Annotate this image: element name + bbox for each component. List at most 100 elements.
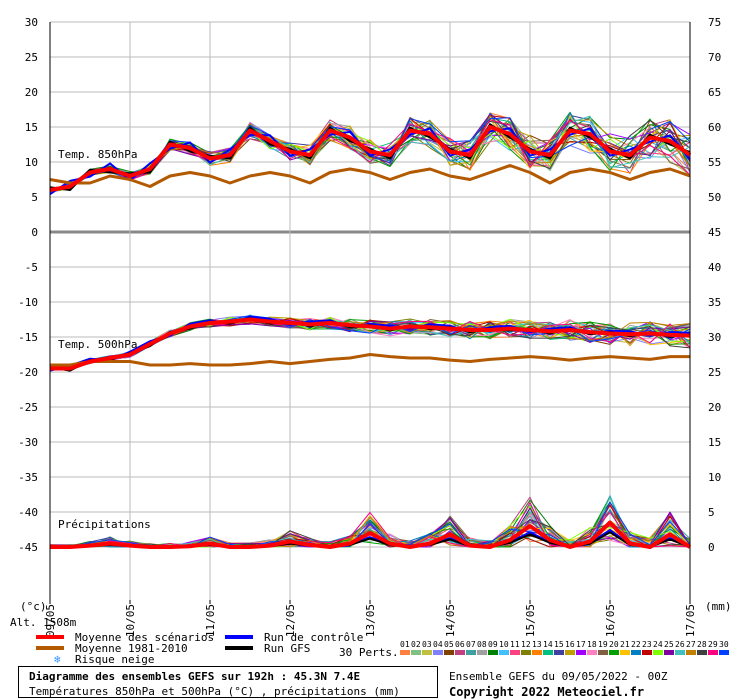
perturbation-number: 23 [642, 640, 652, 649]
perturbation-swatch [653, 650, 663, 655]
x-tick-label: 16/05 [604, 604, 617, 637]
panel-label-850: Temp. 850hPa [58, 148, 137, 161]
right-tick-label: 20 [708, 401, 721, 414]
perturbation-number: 22 [631, 640, 641, 649]
x-tick-label: 17/05 [684, 604, 697, 637]
perturbation-number: 28 [697, 640, 707, 649]
perturbation-number: 06 [455, 640, 465, 649]
right-tick-label: 5 [708, 506, 715, 519]
perturbation-number: 03 [422, 640, 432, 649]
left-tick-label: 10 [25, 156, 38, 169]
perturbation-swatch [675, 650, 685, 655]
perturbation-number: 07 [466, 640, 476, 649]
perturbation-number: 09 [488, 640, 498, 649]
right-tick-label: 10 [708, 471, 721, 484]
perturbation-swatch [587, 650, 597, 655]
left-tick-label: -5 [25, 261, 38, 274]
x-tick-label: 10/05 [124, 604, 137, 637]
left-tick-label: -20 [18, 366, 38, 379]
perturbation-swatch [477, 650, 487, 655]
legend-snow-risk: Risque neige [75, 653, 154, 666]
perturbation-number: 01 [400, 640, 410, 649]
right-tick-label: 40 [708, 261, 721, 274]
left-tick-label: -25 [18, 401, 38, 414]
right-tick-label: 30 [708, 331, 721, 344]
left-tick-label: 20 [25, 86, 38, 99]
perturbation-swatch [422, 650, 432, 655]
left-tick-label: -45 [18, 541, 38, 554]
legend-climo: Moyenne 1981-2010 [75, 642, 188, 655]
perturbation-swatch [697, 650, 707, 655]
perturbation-number: 27 [686, 640, 696, 649]
footer-box: Diagramme des ensembles GEFS sur 192h : … [18, 666, 438, 698]
perturbation-swatch [532, 650, 542, 655]
perturbation-number: 25 [664, 640, 674, 649]
right-tick-label: 35 [708, 296, 721, 309]
perturbation-number: 04 [433, 640, 443, 649]
perturbation-number: 29 [708, 640, 718, 649]
right-tick-label: 50 [708, 191, 721, 204]
right-tick-label: 0 [708, 541, 715, 554]
legend-mean: Moyenne des scénarios [75, 631, 214, 644]
perturbation-swatch [631, 650, 641, 655]
chart-title: Diagramme des ensembles GEFS sur 192h : … [29, 670, 361, 683]
perturbations-label: 30 Perts. [339, 646, 399, 659]
main-series [49, 123, 692, 549]
right-unit-label: (mm) [705, 600, 732, 613]
perturbation-swatch [488, 650, 498, 655]
copyright: Copyright 2022 Meteociel.fr [449, 685, 645, 699]
perturbation-number: 11 [510, 640, 520, 649]
perturbation-swatch [455, 650, 465, 655]
left-tick-label: -30 [18, 436, 38, 449]
legend-control: Run de contrôle [264, 631, 363, 644]
x-tick-label: 11/05 [204, 604, 217, 637]
perturbation-swatch [466, 650, 476, 655]
mean-t850-line [49, 125, 692, 192]
perturbation-number: 15 [554, 640, 564, 649]
left-tick-label: -10 [18, 296, 38, 309]
perturbation-swatch [411, 650, 421, 655]
x-tick-label: 13/05 [364, 604, 377, 637]
perturbation-swatch [499, 650, 509, 655]
perturbation-number: 14 [543, 640, 553, 649]
perturbation-number: 10 [499, 640, 509, 649]
right-tick-label: 25 [708, 366, 721, 379]
perturbation-swatch [554, 650, 564, 655]
perturbation-number: 18 [587, 640, 597, 649]
perturbation-swatch [642, 650, 652, 655]
right-tick-label: 15 [708, 436, 721, 449]
member-t850-line [49, 116, 691, 192]
perturbation-swatch [719, 650, 729, 655]
perturbation-number: 05 [444, 640, 454, 649]
perturbation-number: 21 [620, 640, 630, 649]
perturbation-number: 17 [576, 640, 586, 649]
panel-label-precip: Précipitations [58, 518, 151, 531]
left-tick-label: 30 [25, 16, 38, 29]
left-tick-label: -15 [18, 331, 38, 344]
perturbation-swatch [400, 650, 410, 655]
x-tick-label: 15/05 [524, 604, 537, 637]
right-tick-label: 55 [708, 156, 721, 169]
right-tick-label: 70 [708, 51, 721, 64]
perturbation-number: 13 [532, 640, 542, 649]
left-tick-label: 5 [31, 191, 38, 204]
left-tick-label: 25 [25, 51, 38, 64]
perturbation-swatch [521, 650, 531, 655]
perturbation-swatch [565, 650, 575, 655]
left-tick-label: 0 [31, 226, 38, 239]
right-tick-label: 75 [708, 16, 721, 29]
perturbation-number: 16 [565, 640, 575, 649]
panel-label-500: Temp. 500hPa [58, 338, 137, 351]
x-tick-label: 09/05 [44, 604, 57, 637]
left-tick-label: -35 [18, 471, 38, 484]
left-tick-label: -40 [18, 506, 38, 519]
legend-gfs: Run GFS [264, 642, 310, 655]
x-tick-label: 12/05 [284, 604, 297, 637]
perturbation-number: 30 [719, 640, 729, 649]
chart-subtitle: Températures 850hPa et 500hPa (°C) , pré… [29, 685, 400, 698]
right-tick-label: 45 [708, 226, 721, 239]
perturbation-number: 12 [521, 640, 531, 649]
perturbation-swatch [576, 650, 586, 655]
